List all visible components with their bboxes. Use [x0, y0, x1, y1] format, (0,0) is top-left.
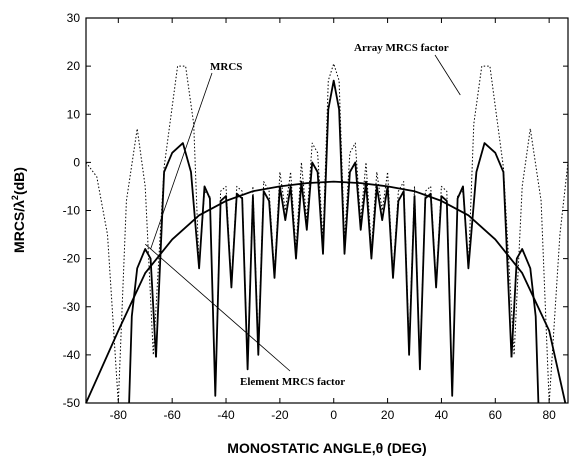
ticks-layer: -80 -60 -40 -20 0 20 40 60 80 -50 -40 -30 -20 -10 0 10 2…: [63, 11, 568, 422]
annotation-label: MRCS: [210, 61, 242, 73]
x-tick-label: -20: [271, 408, 289, 422]
y-tick-label: -10: [63, 204, 81, 218]
x-tick-label: 80: [542, 408, 556, 422]
series-line-1: [128, 248, 157, 404]
y-tick-label: 30: [67, 11, 81, 25]
x-tick-label: 60: [489, 408, 503, 422]
y-tick-label: -50: [63, 396, 81, 410]
series-line-0: [155, 79, 513, 397]
annotation-label: Array MRCS factor: [354, 42, 449, 54]
y-axis-title-sup: 2: [10, 195, 20, 200]
plot-frame: [85, 17, 569, 404]
series-line-2: [510, 248, 540, 404]
y-tick-label: 10: [67, 107, 81, 121]
annotation-layer: MRCS Array MRCS factor Element MRCS factor: [144, 42, 461, 388]
annotation-label: Element MRCS factor: [240, 376, 345, 388]
y-axis-title: MRCS/λ2(dB): [10, 167, 27, 253]
x-tick-label: -40: [217, 408, 235, 422]
y-tick-label: -20: [63, 252, 81, 266]
y-tick-label: -40: [63, 348, 81, 362]
y-tick-label: 0: [73, 155, 80, 169]
annotation-leader: [434, 54, 461, 96]
x-tick-label: 0: [330, 408, 337, 422]
x-tick-label: 20: [381, 408, 395, 422]
x-tick-label: -60: [163, 408, 181, 422]
x-tick-label: 40: [435, 408, 449, 422]
x-tick-label: -80: [110, 408, 128, 422]
annotation-leader: [144, 243, 291, 372]
y-axis-title-main: MRCS/λ: [11, 200, 27, 253]
series-line-4: [85, 63, 569, 404]
series-layer: [85, 63, 569, 404]
annotation-leader: [150, 72, 213, 250]
series-line-3: [85, 180, 567, 404]
y-tick-label: -30: [63, 300, 81, 314]
y-tick-label: 20: [67, 59, 81, 73]
x-axis-title: MONOSTATIC ANGLE,θ (DEG): [227, 440, 426, 456]
y-axis-title-tail: (dB): [11, 167, 27, 195]
